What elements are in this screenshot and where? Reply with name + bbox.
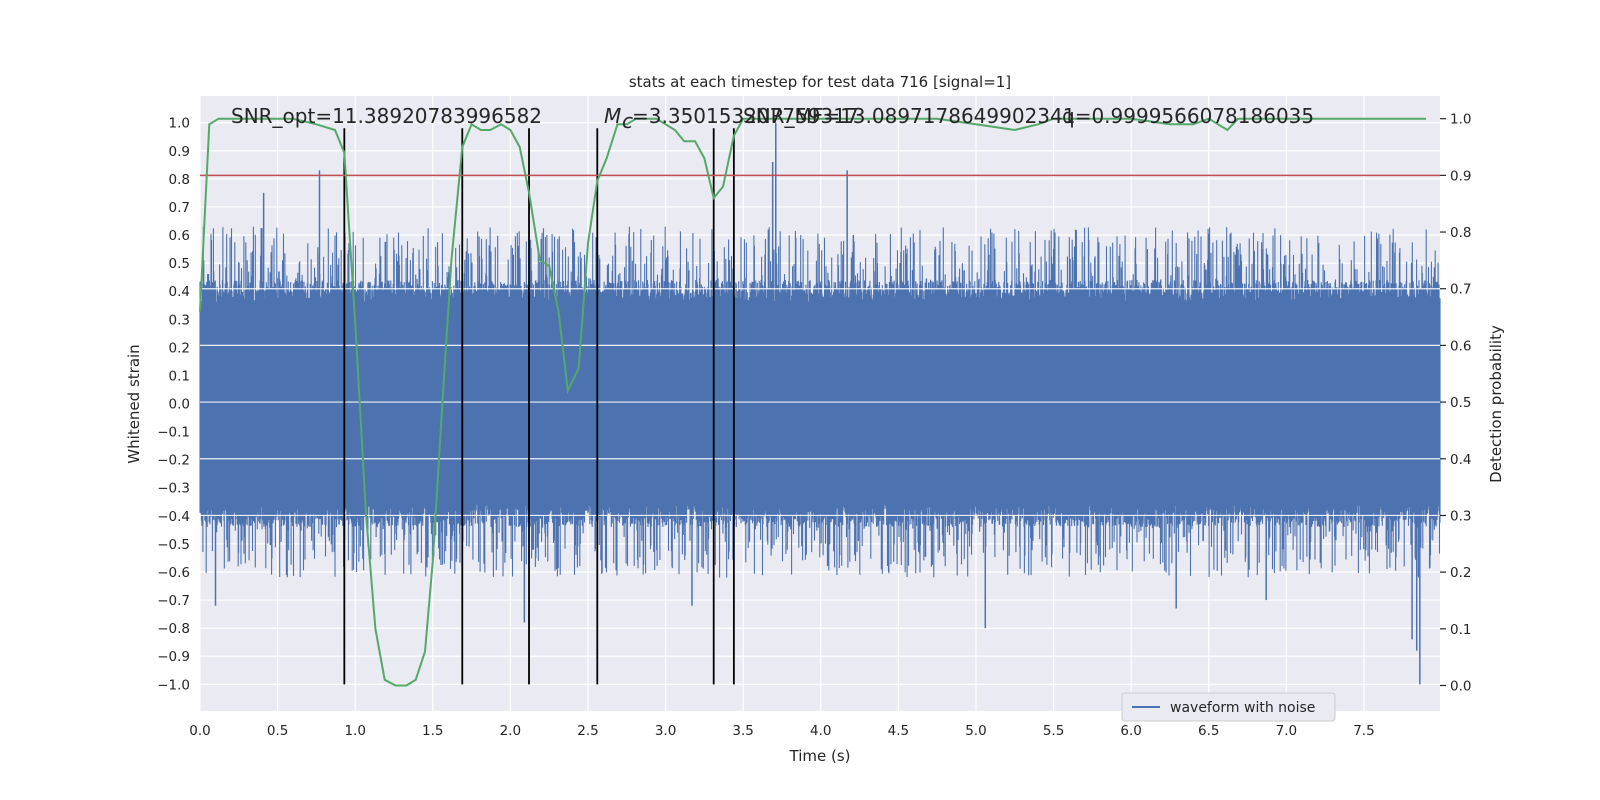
grid-overlay <box>200 288 1440 517</box>
legend: waveform with noise <box>1121 692 1336 722</box>
annotation-mc-symbol: M <box>604 104 621 128</box>
y-tick-label: 0.9 <box>169 144 190 160</box>
y-tick-label: −1.0 <box>157 677 190 693</box>
y2-tick-label: 0.2 <box>1450 565 1471 581</box>
x-tick-label: 7.0 <box>1276 723 1297 739</box>
y-tick-label: −0.5 <box>157 537 190 553</box>
y-tick-label: 1.0 <box>169 116 190 132</box>
y2-tick-label: 0.0 <box>1450 678 1471 694</box>
annotation-q: q=0.9999566078186035 <box>1062 104 1314 128</box>
x-tick-label: 3.0 <box>655 723 676 739</box>
y-tick-label: 0.4 <box>169 284 190 300</box>
legend-box <box>1121 692 1336 722</box>
axes: 1.0 0.9 0.8 0.7 0.6 0.5 0.4 0.3 0.2 0.1 0.0 −0.1 −0.… <box>157 112 1471 739</box>
annotation-mc: M c =3.350153207759317 <box>604 104 859 133</box>
x-tick-label: 5.5 <box>1043 723 1064 739</box>
x-tick-label: 1.5 <box>422 723 443 739</box>
y-tick-label: −0.7 <box>157 593 190 609</box>
x-tick-label: 4.0 <box>810 723 831 739</box>
x-tick-label: 3.5 <box>732 723 753 739</box>
y2-tick-label: 0.7 <box>1450 282 1471 298</box>
chart-title: stats at each timestep for test data 716… <box>629 73 1011 91</box>
y2-tick-label: 0.5 <box>1450 395 1471 411</box>
y-tick-label: −0.2 <box>157 453 190 469</box>
y-tick-label: 0.1 <box>169 368 190 384</box>
waveform-series <box>199 122 1441 685</box>
y-tick-label: −0.1 <box>157 425 190 441</box>
y-tick-label: −0.3 <box>157 481 190 497</box>
legend-label-waveform: waveform with noise <box>1170 700 1315 716</box>
x-tick-label: 2.0 <box>500 723 521 739</box>
y-axis-label: Whitened strain <box>125 344 143 463</box>
y2-tick-label: 0.4 <box>1450 452 1471 468</box>
annotation-snr-opt: SNR_opt=11.38920783996582 <box>231 104 542 128</box>
y-tick-label: −0.4 <box>157 509 190 525</box>
event-lines <box>343 128 735 685</box>
y-tick-label: −0.6 <box>157 565 190 581</box>
y2-tick-label: 0.1 <box>1450 622 1471 638</box>
y2-tick-label: 0.8 <box>1450 225 1471 241</box>
annotation-mc-value: =3.350153207759317 <box>632 104 859 128</box>
y-tick-label: 0.5 <box>169 256 190 272</box>
y2-tick-label: 0.3 <box>1450 508 1471 524</box>
y-tick-label: 0.2 <box>169 340 190 356</box>
probability-line <box>199 117 1426 687</box>
x-tick-label: 5.0 <box>965 723 986 739</box>
y-tick-label: −0.8 <box>157 621 190 637</box>
y2-tick-label: 1.0 <box>1450 112 1471 128</box>
y-tick-label: 0.3 <box>169 312 190 328</box>
y-tick-label: 0.0 <box>169 397 190 413</box>
x-tick-label: 7.5 <box>1353 723 1374 739</box>
y2-axis-label: Detection probability <box>1487 325 1505 483</box>
y-tick-label: 0.6 <box>169 228 190 244</box>
x-tick-label: 0.5 <box>267 723 288 739</box>
annotation-mc-subscript: c <box>622 109 633 133</box>
y2-tick-label: 0.6 <box>1450 338 1471 354</box>
annotation-snr-mf: SNR_MF=13.0897178649902341 <box>743 104 1075 128</box>
x-tick-label: 0.0 <box>189 723 210 739</box>
x-tick-label: 2.5 <box>577 723 598 739</box>
y-tick-label: 0.7 <box>169 200 190 216</box>
x-tick-label: 4.5 <box>888 723 909 739</box>
x-axis-label: Time (s) <box>789 747 851 765</box>
x-tick-label: 1.0 <box>344 723 365 739</box>
probability-series <box>199 117 1426 687</box>
x-tick-label: 6.0 <box>1120 723 1141 739</box>
y-tick-label: 0.8 <box>169 172 190 188</box>
y2-tick-label: 0.9 <box>1450 168 1471 184</box>
y-tick-label: −0.9 <box>157 649 190 665</box>
x-tick-label: 6.5 <box>1198 723 1219 739</box>
waveform-band <box>200 319 1440 488</box>
